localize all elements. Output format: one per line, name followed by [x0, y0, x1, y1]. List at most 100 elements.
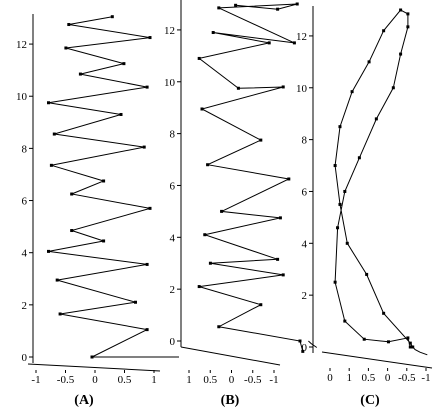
data-point	[406, 336, 410, 340]
data-point	[102, 239, 106, 243]
data-point	[142, 145, 146, 149]
data-point	[276, 257, 280, 261]
data-point	[236, 86, 240, 90]
data-point	[211, 31, 215, 35]
data-point	[234, 3, 238, 7]
x-tick-label: 1	[151, 374, 157, 386]
data-point	[345, 241, 349, 245]
data-point	[408, 345, 412, 349]
y-tick-label: 12	[296, 31, 307, 43]
data-point	[67, 23, 71, 27]
data-point	[134, 300, 137, 304]
y-tick-label: 4	[170, 232, 176, 244]
data-point	[406, 12, 410, 16]
y-tick-label: 0	[170, 336, 176, 348]
data-point	[267, 41, 271, 45]
x-axis-line	[180, 346, 281, 366]
y-tick-label: 6	[302, 186, 308, 198]
panel-label: (B)	[221, 393, 240, 408]
x-tick-label: 1	[346, 372, 352, 384]
data-point	[110, 15, 114, 19]
data-point	[47, 101, 50, 105]
data-point	[145, 262, 149, 266]
y-tick-label: 6	[22, 196, 28, 208]
y-tick-label: 0	[22, 352, 28, 364]
data-point	[365, 272, 369, 276]
data-point	[102, 179, 106, 183]
data-point	[145, 85, 149, 89]
series-line	[198, 3, 304, 352]
data-point	[78, 72, 82, 76]
data-point	[301, 349, 305, 353]
data-point	[399, 8, 403, 12]
data-point	[122, 62, 126, 66]
x-tick-label: 0.5	[203, 374, 217, 386]
data-point	[217, 325, 221, 329]
x-tick-label: 0	[385, 372, 391, 384]
series-line	[48, 16, 151, 358]
y-tick-label: 4	[302, 238, 308, 250]
data-point	[148, 206, 152, 210]
x-tick-label: -0.5	[398, 372, 416, 384]
data-point	[295, 2, 299, 6]
data-point	[47, 249, 50, 253]
x-tick-label: -0.5	[57, 374, 75, 386]
y-tick-label: 12	[164, 25, 175, 37]
data-point	[298, 339, 302, 343]
x-tick-label: 1	[186, 374, 192, 386]
data-point	[52, 132, 56, 136]
data-point	[399, 52, 403, 56]
x-tick-label: 0	[229, 374, 235, 386]
data-point	[362, 337, 366, 341]
data-point	[406, 25, 410, 29]
data-point	[148, 36, 152, 40]
data-point	[281, 85, 285, 89]
data-point	[338, 125, 342, 129]
x-tick-label: -1	[31, 374, 40, 386]
y-tick-label: 2	[302, 290, 308, 302]
data-point	[70, 229, 74, 233]
data-point	[367, 60, 371, 64]
y-tick-label: 8	[302, 135, 308, 147]
data-point	[208, 261, 212, 265]
y-tick-label: 10	[296, 83, 308, 95]
data-point	[145, 328, 149, 332]
data-point	[338, 202, 342, 206]
data-point	[350, 90, 354, 94]
panel-3: 0 2 4 6 8 10 12 0 1 0.5 0 -0.5 -1 (C)	[296, 6, 433, 408]
data-point	[343, 319, 347, 323]
y-tick-label: 10	[16, 91, 28, 103]
data-point	[374, 117, 378, 121]
data-point	[278, 216, 282, 220]
data-point	[70, 192, 74, 196]
data-point	[203, 233, 207, 237]
data-point	[217, 6, 221, 10]
data-point	[276, 7, 280, 11]
data-point	[382, 29, 386, 33]
panel-label: (C)	[360, 393, 380, 408]
data-point	[287, 177, 291, 181]
data-point	[333, 164, 337, 168]
y-tick-label: 4	[22, 248, 28, 260]
data-point	[119, 112, 123, 116]
data-point	[200, 107, 204, 111]
data-point	[197, 56, 201, 60]
data-point	[55, 278, 59, 282]
x-tick-label: -0.5	[244, 374, 262, 386]
data-point	[281, 273, 285, 277]
x-tick-label: 0.5	[362, 372, 376, 384]
data-point	[197, 285, 201, 289]
series-line	[308, 340, 318, 348]
y-tick-label: 8	[22, 143, 28, 155]
x-tick-label: -1	[269, 374, 278, 386]
series-line	[412, 346, 428, 356]
series-line	[334, 9, 414, 348]
x-tick-label: 0	[327, 372, 333, 384]
y-tick-label: 6	[170, 180, 176, 192]
x-tick-label: 0	[92, 374, 98, 386]
x-tick-label: 0.5	[118, 374, 132, 386]
data-point	[386, 340, 390, 344]
data-point	[343, 189, 347, 193]
y-tick-label: 0	[302, 342, 308, 354]
